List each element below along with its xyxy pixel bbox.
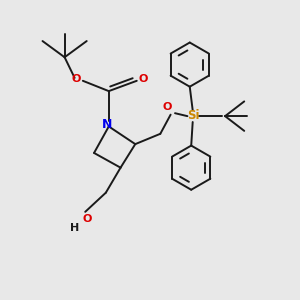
Text: H: H xyxy=(70,223,80,233)
Text: O: O xyxy=(139,74,148,84)
Text: N: N xyxy=(102,118,112,131)
Text: O: O xyxy=(82,214,92,224)
Text: Si: Si xyxy=(187,109,200,122)
Text: O: O xyxy=(162,102,172,112)
Text: O: O xyxy=(72,74,81,84)
